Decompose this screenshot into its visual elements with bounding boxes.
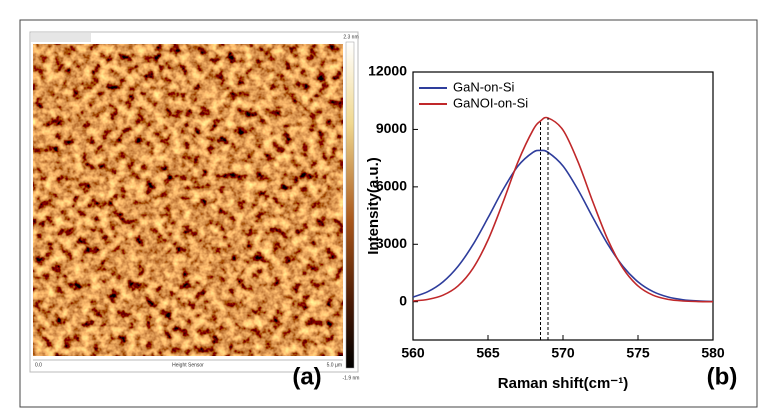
afm-channel: Height Sensor — [172, 362, 204, 368]
series-line — [412, 149, 714, 303]
x-tick-label: 575 — [626, 345, 650, 361]
x-axis-label: Raman shift(cm⁻¹) — [498, 375, 628, 392]
afm-x-end: 5.0 µm — [327, 362, 342, 368]
series-line — [412, 116, 714, 303]
y-axis-label: Intensity(a.u.) — [365, 157, 382, 255]
afm-image — [33, 44, 343, 356]
afm-x-start: 0.0 — [35, 362, 42, 368]
afm-scale-max: 2.3 nm — [343, 34, 358, 40]
panel-label: (a) — [292, 363, 321, 390]
afm-colorbar — [345, 41, 355, 369]
y-tick-label: 6000 — [376, 178, 407, 194]
legend-label: GaN-on-Si — [453, 79, 515, 94]
y-tick-label: 12000 — [368, 63, 407, 79]
afm-toolbar — [31, 33, 91, 42]
x-tick-label: 570 — [551, 345, 575, 361]
afm-scale-min: -1.9 nm — [343, 375, 360, 381]
panel-label: (b) — [707, 363, 738, 390]
x-tick-label: 565 — [476, 345, 500, 361]
y-tick-label: 0 — [399, 292, 407, 308]
legend-label: GaNOI-on-Si — [453, 95, 528, 110]
x-tick-label: 560 — [401, 345, 425, 361]
x-tick-label: 580 — [701, 345, 725, 361]
frame — [19, 19, 758, 408]
y-tick-label: 9000 — [376, 120, 407, 136]
y-tick-label: 3000 — [376, 235, 407, 251]
